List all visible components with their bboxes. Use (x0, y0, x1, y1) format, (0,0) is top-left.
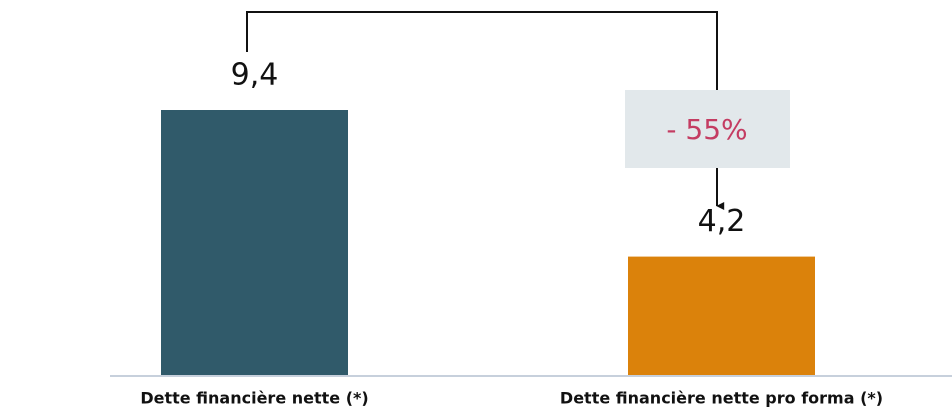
bar (628, 256, 815, 375)
x-tick-label: Dette financière nette pro forma (*) (560, 389, 883, 408)
bar (161, 110, 348, 375)
annotation: - 55% (666, 113, 747, 146)
value-label: 9,4 (231, 58, 279, 93)
bracket (246, 11, 718, 90)
x-tick-label: Dette financière nette (*) (140, 389, 368, 408)
annotation-box (625, 90, 790, 168)
value-label: 4,2 (698, 204, 746, 239)
